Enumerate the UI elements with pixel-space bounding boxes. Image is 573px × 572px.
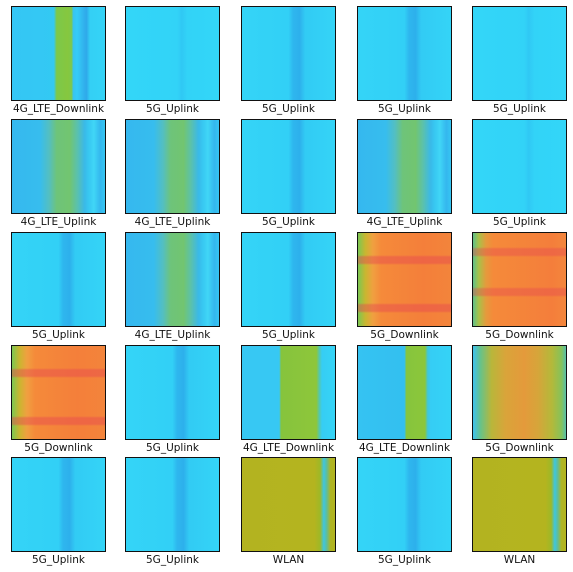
spectrogram-cell: 5G_Uplink (125, 6, 220, 116)
spectrogram-label: 4G_LTE_Uplink (134, 329, 211, 341)
spectrogram-cell: 5G_Uplink (241, 6, 336, 116)
spectrogram-cell: 5G_Uplink (125, 345, 220, 455)
spectrogram-image (125, 457, 220, 552)
spectrogram-cell: 4G_LTE_Downlink (241, 345, 336, 455)
spectrogram-label: WLAN (272, 554, 305, 566)
spectrogram-cell: 5G_Uplink (357, 457, 452, 567)
spectrogram-label: 5G_Downlink (485, 329, 554, 341)
spectrogram-cell: 5G_Downlink (472, 345, 567, 455)
spectrogram-cell: 4G_LTE_Uplink (11, 119, 106, 229)
spectrogram-cell: 5G_Uplink (125, 457, 220, 567)
spectrogram-image (11, 6, 106, 101)
spectrogram-label: 4G_LTE_Downlink (12, 103, 105, 115)
spectrogram-image (11, 119, 106, 214)
spectrogram-cell: WLAN (472, 457, 567, 567)
spectrogram-cell: 5G_Uplink (241, 119, 336, 229)
spectrogram-cell: 4G_LTE_Uplink (125, 232, 220, 342)
spectrogram-label: 5G_Uplink (146, 554, 199, 566)
spectrogram-image (357, 232, 452, 327)
spectrogram-image (11, 345, 106, 440)
spectrogram-cell: 5G_Uplink (11, 457, 106, 567)
spectrogram-label: 4G_LTE_Uplink (134, 216, 211, 228)
spectrogram-image (472, 457, 567, 552)
spectrogram-image (472, 119, 567, 214)
spectrogram-image (125, 232, 220, 327)
spectrogram-image (472, 345, 567, 440)
spectrogram-image (11, 232, 106, 327)
spectrogram-label: 4G_LTE_Uplink (366, 216, 443, 228)
spectrogram-label: 5G_Uplink (32, 329, 85, 341)
spectrogram-cell: 4G_LTE_Downlink (357, 345, 452, 455)
spectrogram-label: 5G_Uplink (378, 554, 431, 566)
spectrogram-image (472, 6, 567, 101)
spectrogram-image (125, 6, 220, 101)
spectrogram-image (11, 457, 106, 552)
spectrogram-label: 5G_Downlink (370, 329, 439, 341)
spectrogram-image (241, 345, 336, 440)
spectrogram-image (472, 232, 567, 327)
spectrogram-label: 5G_Downlink (485, 442, 554, 454)
spectrogram-image (357, 6, 452, 101)
spectrogram-image (357, 119, 452, 214)
spectrogram-label: 5G_Uplink (146, 103, 199, 115)
spectrogram-cell: 5G_Downlink (472, 232, 567, 342)
spectrogram-image (241, 457, 336, 552)
spectrogram-cell: WLAN (241, 457, 336, 567)
spectrogram-label: 5G_Uplink (262, 216, 315, 228)
spectrogram-cell: 5G_Uplink (472, 6, 567, 116)
spectrogram-label: 5G_Uplink (146, 442, 199, 454)
spectrogram-cell: 5G_Downlink (11, 345, 106, 455)
spectrogram-image (125, 119, 220, 214)
spectrogram-label: 5G_Uplink (378, 103, 431, 115)
spectrogram-cell: 4G_LTE_Uplink (125, 119, 220, 229)
spectrogram-label: 5G_Uplink (262, 329, 315, 341)
spectrogram-cell: 4G_LTE_Downlink (11, 6, 106, 116)
spectrogram-image (241, 6, 336, 101)
spectrogram-cell: 5G_Uplink (11, 232, 106, 342)
spectrogram-image (241, 119, 336, 214)
spectrogram-label: WLAN (503, 554, 536, 566)
spectrogram-label: 4G_LTE_Downlink (358, 442, 451, 454)
spectrogram-label: 5G_Uplink (262, 103, 315, 115)
spectrogram-image (241, 232, 336, 327)
spectrogram-image (357, 457, 452, 552)
spectrogram-label: 5G_Uplink (493, 103, 546, 115)
spectrogram-cell: 4G_LTE_Uplink (357, 119, 452, 229)
spectrogram-image (357, 345, 452, 440)
spectrogram-label: 5G_Downlink (24, 442, 93, 454)
spectrogram-cell: 5G_Uplink (472, 119, 567, 229)
spectrogram-image (125, 345, 220, 440)
spectrogram-label: 5G_Uplink (493, 216, 546, 228)
spectrogram-label: 4G_LTE_Uplink (20, 216, 97, 228)
spectrogram-label: 4G_LTE_Downlink (242, 442, 335, 454)
spectrogram-label: 5G_Uplink (32, 554, 85, 566)
spectrogram-cell: 5G_Uplink (241, 232, 336, 342)
spectrogram-cell: 5G_Uplink (357, 6, 452, 116)
spectrogram-cell: 5G_Downlink (357, 232, 452, 342)
